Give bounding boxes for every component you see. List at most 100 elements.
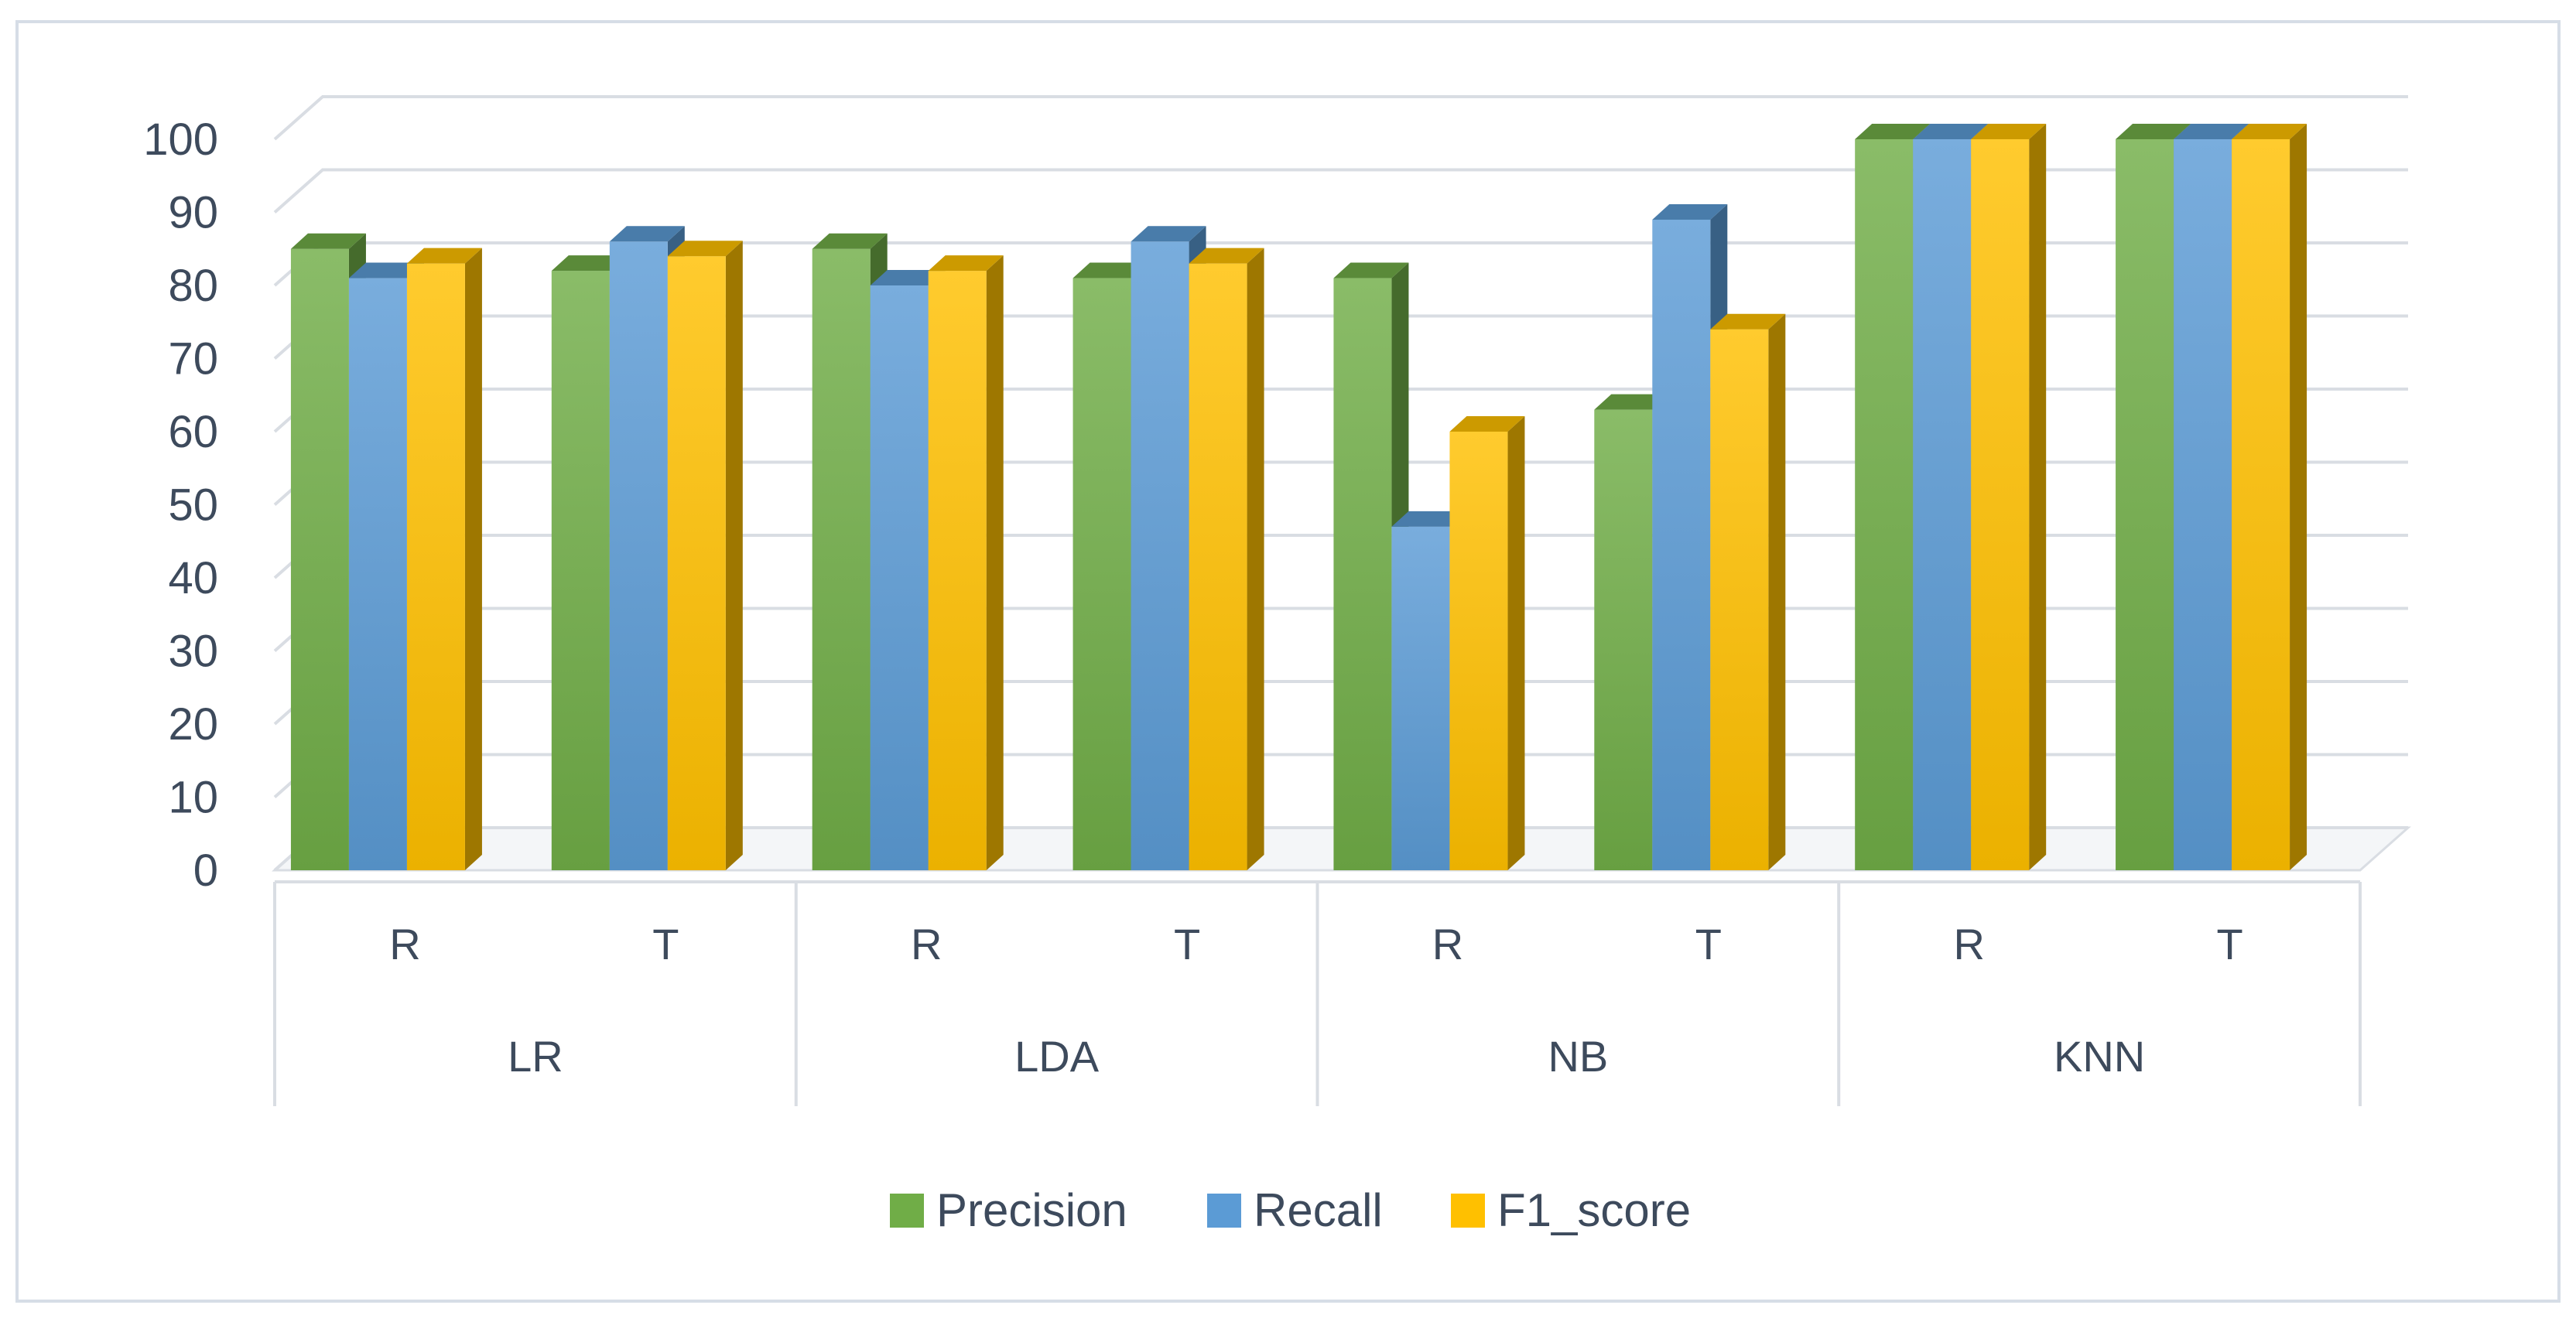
bar-front: [1333, 278, 1392, 870]
legend-label: Recall: [1254, 1184, 1383, 1236]
bar-front: [1072, 278, 1131, 870]
x-axis: R T R T R T R T LR LDA NB KNN: [273, 880, 2362, 1106]
bar-f1-score: [928, 255, 1004, 871]
bar-top: [1333, 262, 1409, 278]
x-group-label: LR: [508, 1032, 563, 1081]
x-group-label: NB: [1548, 1032, 1608, 1081]
legend-swatch: [1451, 1194, 1485, 1228]
y-tick-label: 60: [168, 407, 218, 457]
bars: [290, 124, 2307, 871]
bar-top: [1072, 262, 1148, 278]
x-category-label: R: [911, 920, 942, 968]
bar-side: [464, 248, 482, 870]
bar-top: [2232, 124, 2307, 139]
legend-item: F1_score: [1451, 1184, 1691, 1236]
bar-top: [1913, 124, 1989, 139]
x-category-label: T: [652, 920, 679, 968]
bar-side: [1768, 313, 1786, 870]
bar-f1-score: [1189, 248, 1264, 870]
bar-front: [1391, 526, 1450, 870]
bar-top: [290, 233, 366, 249]
bar-front: [1189, 263, 1247, 870]
bar-top: [1449, 416, 1525, 432]
y-tick-label: 50: [168, 480, 218, 531]
y-tick-label: 100: [143, 114, 218, 165]
bar-f1-score: [406, 248, 482, 870]
bar-top: [2116, 124, 2191, 139]
x-group-label: KNN: [2054, 1032, 2145, 1081]
bar-top: [1131, 226, 1206, 242]
bar-top: [2174, 124, 2249, 139]
bar-front: [1971, 139, 2030, 870]
bar-front: [406, 263, 465, 870]
legend: Precision Recall F1_score: [890, 1184, 1691, 1236]
bar-top: [1391, 511, 1467, 527]
bar-f1-score: [1710, 313, 1786, 870]
bar-side: [2290, 124, 2307, 870]
bar-side: [1247, 248, 1264, 870]
bar-front: [928, 271, 987, 871]
bar-side: [725, 241, 743, 870]
bar-front: [290, 248, 349, 870]
gridline: [273, 95, 2408, 141]
bar-front: [1594, 409, 1653, 870]
bar-top: [812, 233, 888, 249]
y-tick-label: 90: [168, 188, 218, 238]
y-tick-label: 70: [168, 334, 218, 384]
bar-top: [348, 262, 424, 278]
legend-swatch: [1207, 1194, 1241, 1228]
bar-front: [348, 278, 407, 870]
bar-top: [870, 270, 946, 285]
x-category-label: R: [389, 920, 420, 968]
bar-f1-score: [1449, 416, 1525, 870]
bar-f1-score: [1971, 124, 2047, 870]
bar-side: [1507, 416, 1525, 870]
bar-side: [2029, 124, 2047, 870]
bar-top: [1652, 203, 1728, 220]
y-axis-ticks: 0 10 20 30 40 50 60 70 80 90 100: [143, 114, 218, 896]
y-tick-label: 20: [168, 699, 218, 750]
bar-f1-score: [2232, 124, 2307, 870]
y-tick-label: 10: [168, 773, 218, 823]
legend-label: Precision: [936, 1184, 1127, 1236]
legend-item: Precision: [890, 1184, 1127, 1236]
bar-top: [1189, 248, 1264, 264]
y-tick-label: 0: [193, 845, 218, 896]
bar-front: [1855, 139, 1914, 870]
bar-front: [1652, 219, 1711, 870]
legend-swatch: [890, 1194, 924, 1228]
bar-front: [609, 241, 668, 870]
y-tick-label: 30: [168, 627, 218, 677]
x-category-label: R: [1432, 920, 1463, 968]
legend-item: Recall: [1207, 1184, 1383, 1236]
bar-top: [406, 248, 482, 264]
bar-front: [667, 256, 726, 870]
bar-front: [1449, 432, 1508, 870]
bar-front: [1710, 329, 1769, 870]
legend-label: F1_score: [1497, 1184, 1691, 1236]
bar-side: [986, 255, 1004, 871]
bar-front: [870, 285, 929, 870]
bar-front: [1913, 139, 1972, 870]
bar-top: [1971, 124, 2047, 139]
bar-top: [667, 241, 743, 257]
bar-f1-score: [667, 241, 743, 870]
x-group-label: LDA: [1014, 1032, 1100, 1081]
bar-front: [1131, 241, 1189, 870]
x-category-label: T: [2216, 920, 2242, 968]
bar-front: [551, 271, 610, 871]
bar-top: [1710, 313, 1786, 330]
bar-top: [609, 226, 685, 242]
bar-top: [1594, 394, 1670, 410]
bar-front: [2116, 139, 2174, 870]
bar-top: [1855, 124, 1931, 139]
y-tick-label: 40: [168, 553, 218, 603]
x-category-label: R: [1953, 920, 1984, 968]
bar-top: [928, 255, 1004, 272]
gridline: [273, 168, 2408, 214]
bar-front: [812, 248, 871, 870]
x-category-label: T: [1174, 920, 1200, 968]
x-category-label: T: [1695, 920, 1722, 968]
